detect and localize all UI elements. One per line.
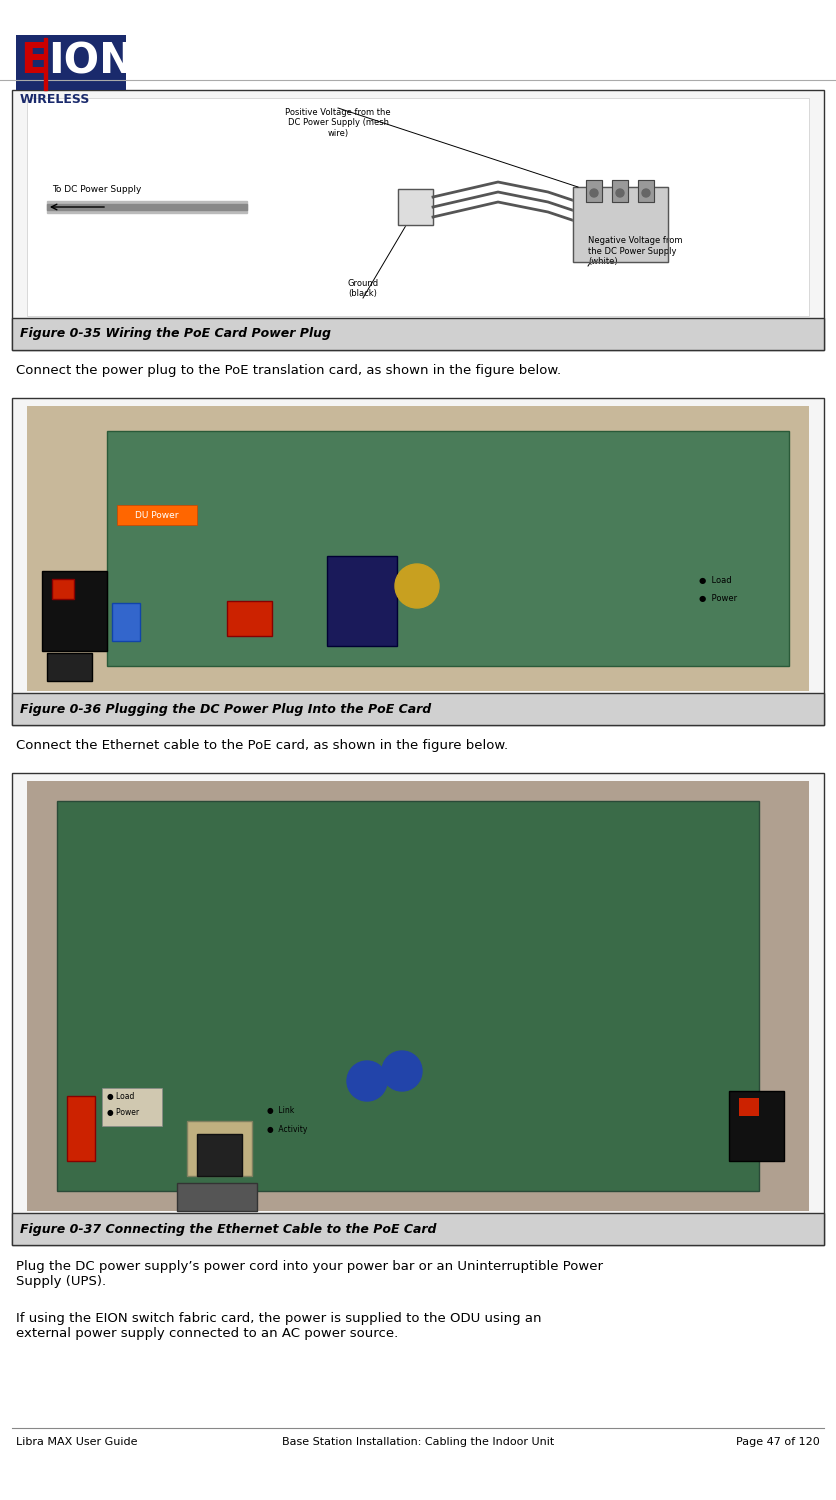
- Bar: [27, 98, 809, 316]
- Bar: [327, 556, 397, 646]
- Circle shape: [616, 189, 624, 196]
- Bar: [586, 180, 602, 203]
- Bar: [27, 406, 809, 692]
- Text: ●  Power: ● Power: [699, 594, 737, 603]
- Text: Plug the DC power supply’s power cord into your power bar or an Uninterruptible : Plug the DC power supply’s power cord in…: [16, 1260, 603, 1288]
- Text: Figure 0-35 Wiring the PoE Card Power Plug: Figure 0-35 Wiring the PoE Card Power Pl…: [20, 327, 331, 340]
- Bar: [12, 318, 824, 350]
- Bar: [47, 201, 247, 213]
- Bar: [12, 1214, 824, 1245]
- Text: ●  Load: ● Load: [699, 576, 732, 585]
- Bar: [12, 693, 824, 724]
- Bar: [398, 189, 433, 225]
- Bar: [187, 1120, 252, 1176]
- Bar: [117, 506, 197, 525]
- Text: Base Station Installation: Cabling the Indoor Unit: Base Station Installation: Cabling the I…: [282, 1437, 554, 1448]
- Bar: [12, 90, 824, 350]
- Bar: [197, 1134, 242, 1176]
- Text: Figure 0-36 Plugging the DC Power Plug Into the PoE Card: Figure 0-36 Plugging the DC Power Plug I…: [20, 702, 431, 715]
- Bar: [52, 579, 74, 598]
- Bar: [638, 180, 654, 203]
- Text: WIRELESS: WIRELESS: [20, 93, 90, 106]
- Text: Positive Voltage from the
DC Power Supply (mesh
wire): Positive Voltage from the DC Power Suppl…: [285, 108, 390, 138]
- Bar: [47, 204, 247, 210]
- Circle shape: [347, 1060, 387, 1101]
- Bar: [47, 652, 92, 681]
- Circle shape: [382, 1052, 422, 1090]
- Bar: [398, 189, 433, 225]
- Bar: [573, 188, 668, 262]
- Bar: [107, 430, 789, 666]
- Bar: [27, 782, 809, 1210]
- Circle shape: [642, 189, 650, 196]
- Bar: [739, 1098, 759, 1116]
- Text: ● Power: ● Power: [107, 1108, 139, 1118]
- Text: DU Power: DU Power: [135, 510, 179, 519]
- Bar: [12, 398, 824, 724]
- Bar: [729, 1090, 784, 1161]
- Bar: [44, 38, 47, 90]
- Text: Negative Voltage from
the DC Power Supply
(white): Negative Voltage from the DC Power Suppl…: [588, 236, 682, 266]
- Bar: [16, 34, 126, 90]
- Bar: [638, 180, 654, 203]
- Text: ION: ION: [48, 40, 134, 82]
- Bar: [112, 603, 140, 640]
- Bar: [57, 801, 759, 1191]
- Bar: [573, 188, 668, 262]
- Bar: [102, 1088, 162, 1126]
- Text: E: E: [20, 40, 48, 82]
- Bar: [227, 602, 272, 636]
- Bar: [586, 180, 602, 203]
- Text: ● Load: ● Load: [107, 1092, 135, 1101]
- Text: Connect the Ethernet cable to the PoE card, as shown in the figure below.: Connect the Ethernet cable to the PoE ca…: [16, 740, 508, 752]
- Bar: [612, 180, 628, 203]
- Text: ●  Activity: ● Activity: [267, 1125, 308, 1134]
- Text: Page 47 of 120: Page 47 of 120: [737, 1437, 820, 1448]
- Circle shape: [590, 189, 598, 196]
- Bar: [42, 572, 107, 651]
- Text: ●  Link: ● Link: [267, 1107, 294, 1116]
- Text: Connect the power plug to the PoE translation card, as shown in the figure below: Connect the power plug to the PoE transl…: [16, 364, 561, 376]
- Bar: [177, 1184, 257, 1210]
- Text: Libra MAX User Guide: Libra MAX User Guide: [16, 1437, 137, 1448]
- Bar: [612, 180, 628, 203]
- Text: Ground
(black): Ground (black): [348, 279, 379, 298]
- Text: Figure 0-37 Connecting the Ethernet Cable to the PoE Card: Figure 0-37 Connecting the Ethernet Cabl…: [20, 1222, 436, 1236]
- Circle shape: [395, 564, 439, 608]
- Text: If using the EION switch fabric card, the power is supplied to the ODU using an
: If using the EION switch fabric card, th…: [16, 1312, 542, 1340]
- Text: To DC Power Supply: To DC Power Supply: [52, 184, 141, 194]
- Bar: [12, 772, 824, 1245]
- Bar: [67, 1096, 95, 1161]
